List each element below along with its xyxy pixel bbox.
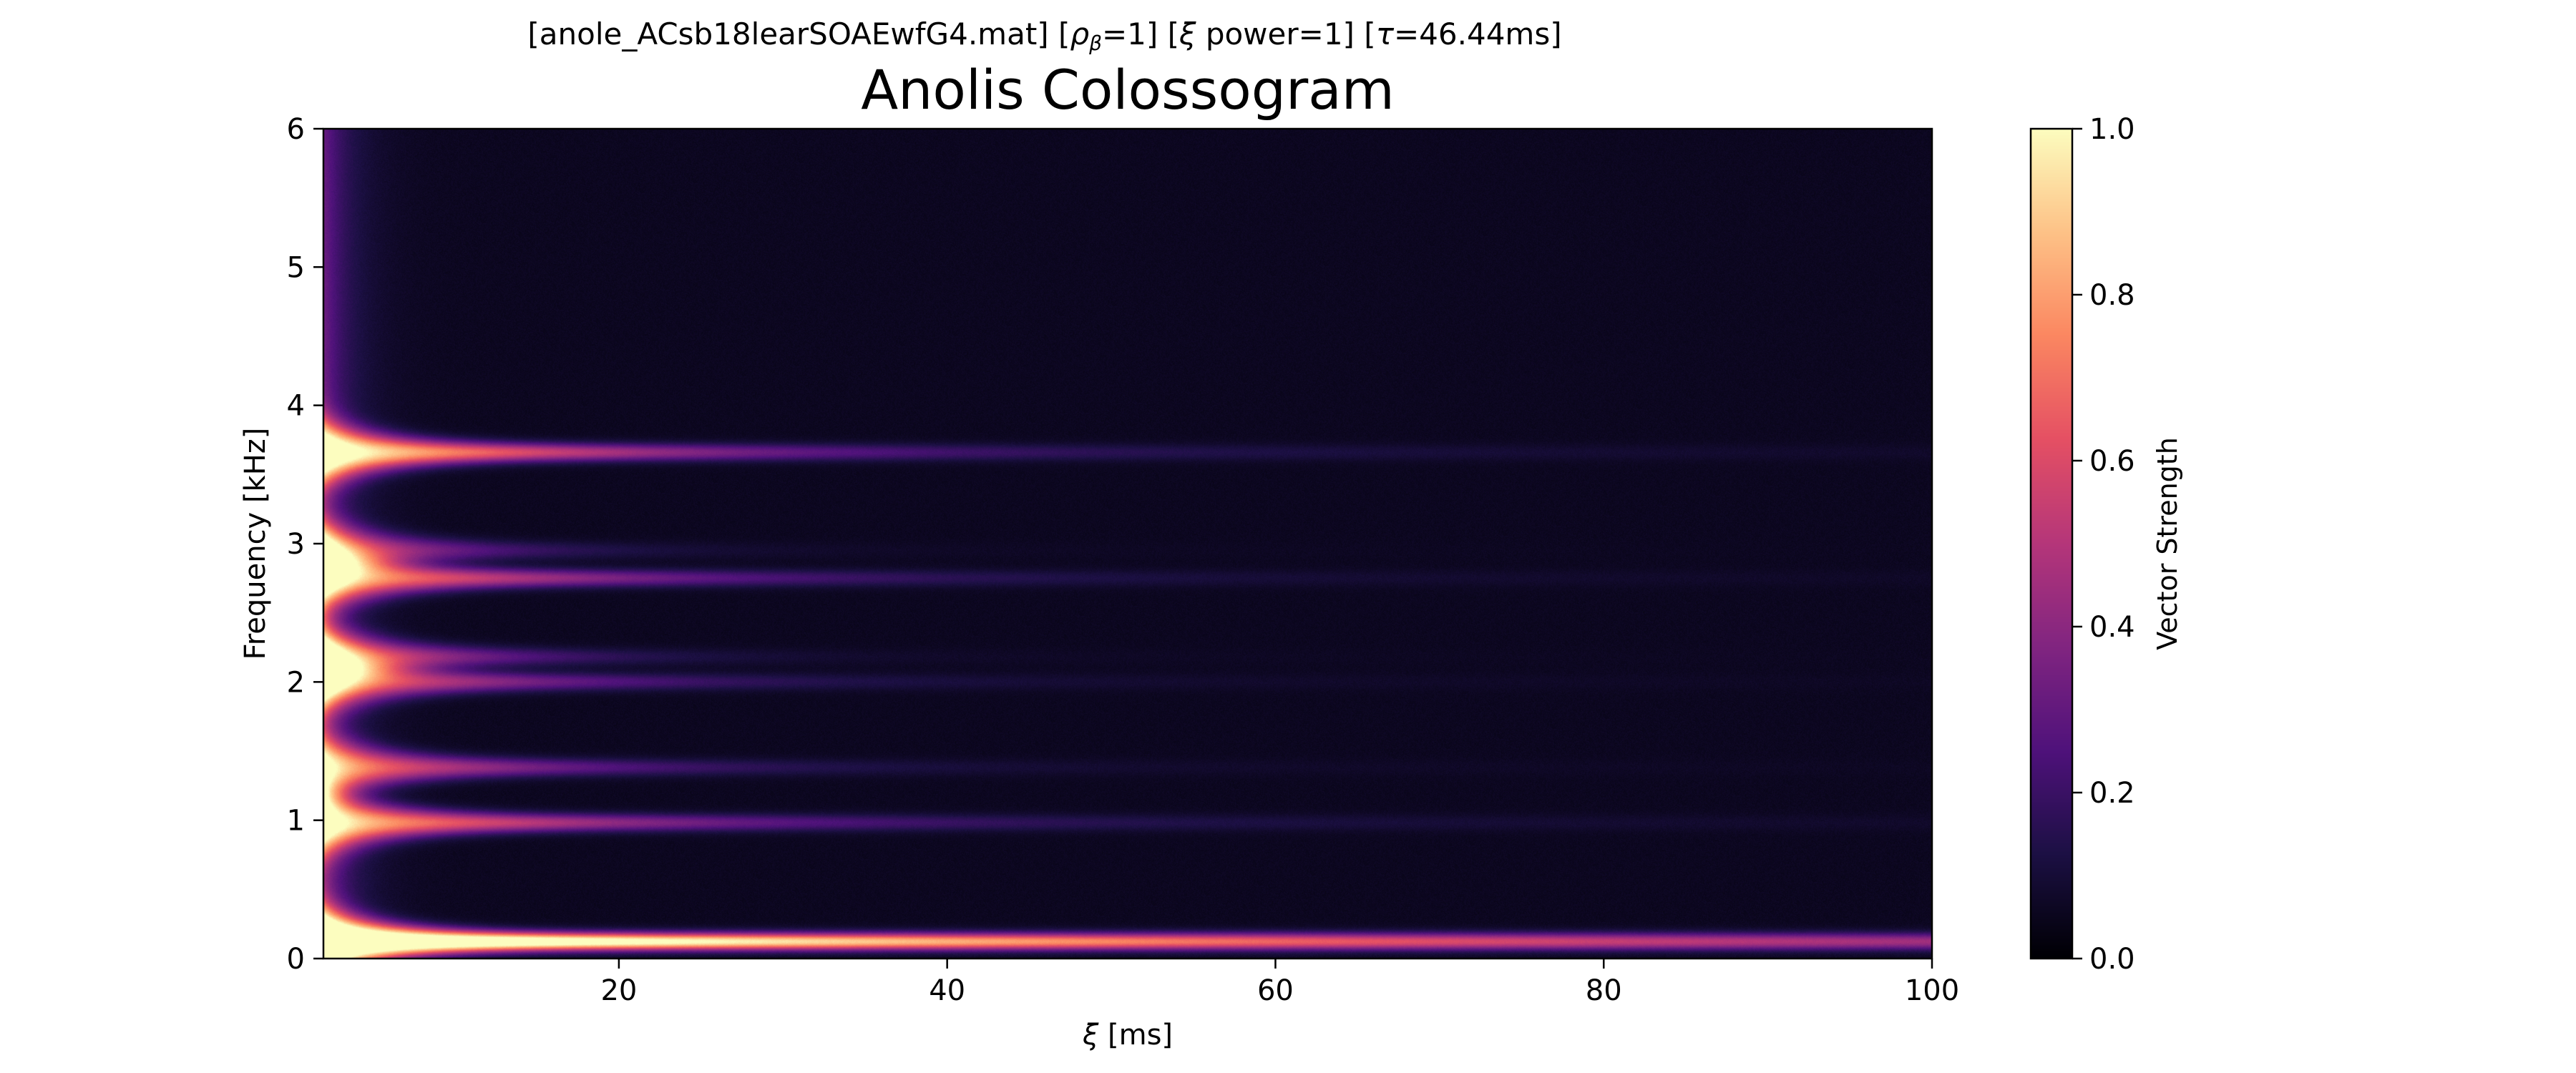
y-tick-label: 5 xyxy=(287,251,305,284)
colorbar-ticks: 0.0 0.2 0.4 0.6 0.8 1.0 xyxy=(2072,113,2135,976)
colorbar-label: Vector Strength xyxy=(2152,437,2183,650)
colorbar-tick-label: 0.8 xyxy=(2089,279,2135,312)
x-tick-label: 60 xyxy=(1257,974,1294,1007)
y-tick-label: 4 xyxy=(287,390,305,423)
x-tick-label: 80 xyxy=(1586,974,1622,1007)
x-axis-ticks: 20 40 60 80 100 xyxy=(600,959,1959,1007)
x-tick-label: 100 xyxy=(1905,974,1959,1007)
y-axis-label: Frequency [kHz] xyxy=(239,428,272,660)
plot-area xyxy=(322,127,1933,960)
colorbar-tick-label: 0.0 xyxy=(2089,943,2135,976)
suptitle-file: [anole_ACsb18learSOAEwfG4.mat] xyxy=(527,16,1048,52)
x-axis-label: ξ [ms] xyxy=(1082,1019,1173,1052)
y-tick-label: 6 xyxy=(287,113,305,146)
y-tick-label: 1 xyxy=(287,805,305,838)
heatmap-image xyxy=(323,129,1932,959)
y-tick-label: 0 xyxy=(287,943,305,976)
colorbar-gradient xyxy=(2031,129,2072,959)
figure-suptitle: [anole_ACsb18learSOAEwfG4.mat] [ρβ=1] [ξ… xyxy=(527,16,1561,55)
y-tick-label: 2 xyxy=(287,666,305,699)
x-tick-label: 40 xyxy=(929,974,965,1007)
colorbar-frame xyxy=(2029,127,2074,960)
colorbar-tick-label: 0.2 xyxy=(2089,777,2135,810)
colorbar-tick-label: 0.6 xyxy=(2089,445,2135,478)
y-tick-label: 3 xyxy=(287,528,305,561)
colorbar-tick-label: 1.0 xyxy=(2089,113,2135,146)
chart-title: Anolis Colossogram xyxy=(861,58,1395,122)
y-axis-ticks: 0 1 2 3 4 5 6 xyxy=(287,113,323,976)
x-tick-label: 20 xyxy=(600,974,637,1007)
colorbar-tick-label: 0.4 xyxy=(2089,611,2135,644)
colorbar: 0.0 0.2 0.4 0.6 0.8 1.0 Vector Strength xyxy=(2029,113,2183,976)
